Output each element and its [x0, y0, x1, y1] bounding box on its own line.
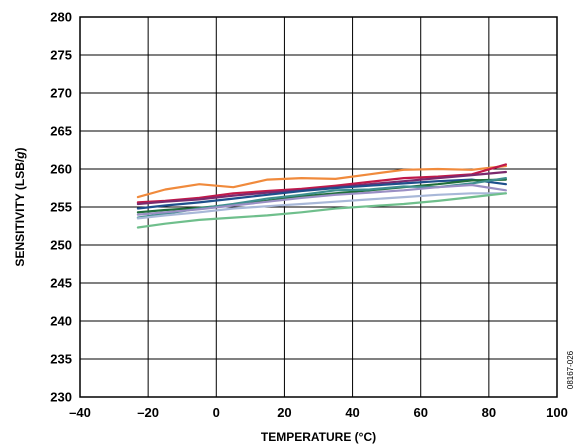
- figure-id: 08167-026: [566, 350, 575, 389]
- series-line-9: [136, 192, 507, 229]
- y-axis-title: SENSITIVITY (LSB/g): [13, 147, 27, 266]
- series-lines: [136, 163, 507, 229]
- x-tick-labels: –40 –20 0 20 40 60 80 100: [69, 405, 568, 420]
- y-tick-label: 275: [50, 48, 72, 63]
- x-tick-label: 0: [213, 405, 220, 420]
- y-tick-label: 235: [50, 352, 72, 367]
- y-tick-label: 270: [50, 86, 72, 101]
- x-tick-label: –40: [69, 405, 91, 420]
- y-tick-label: 250: [50, 238, 72, 253]
- y-axis-title-main: SENSITIVITY (LSB/: [13, 158, 27, 266]
- y-tick-label: 240: [50, 314, 72, 329]
- series-line-4: [136, 178, 507, 210]
- y-tick-labels: 230 235 240 245 250 255 260 265 270 275 280: [50, 10, 72, 405]
- x-tick-label: 20: [277, 405, 291, 420]
- y-axis-title-close: ): [13, 147, 27, 151]
- x-tick-label: 40: [345, 405, 359, 420]
- x-tick-label: 100: [546, 405, 568, 420]
- y-tick-label: 230: [50, 390, 72, 405]
- series-line-8: [136, 192, 507, 220]
- y-tick-label: 255: [50, 200, 72, 215]
- x-tick-label: –20: [137, 405, 159, 420]
- plot-frame: [79, 16, 558, 398]
- series-line-5: [136, 178, 507, 214]
- y-tick-label: 245: [50, 276, 72, 291]
- x-axis-title: TEMPERATURE (°C): [261, 430, 376, 444]
- series-line-7: [136, 183, 507, 216]
- y-axis-title-unit: g: [13, 151, 27, 160]
- series-line-2: [136, 163, 507, 204]
- series-line-1: [136, 164, 507, 199]
- x-tick-label: 60: [413, 405, 427, 420]
- y-tick-label: 280: [50, 10, 72, 25]
- y-tick-label: 260: [50, 162, 72, 177]
- y-tick-label: 265: [50, 124, 72, 139]
- x-tick-label: 80: [482, 405, 496, 420]
